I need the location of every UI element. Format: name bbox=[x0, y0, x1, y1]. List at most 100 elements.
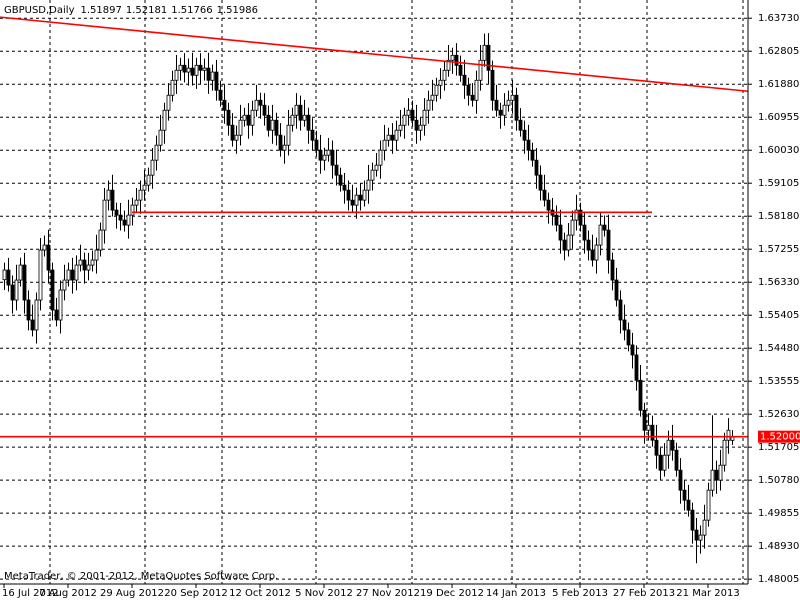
candle-body bbox=[214, 71, 219, 91]
candle-body bbox=[226, 109, 231, 126]
plot-layer bbox=[0, 16, 748, 580]
candle-body bbox=[706, 489, 711, 521]
x-tick-label: 29 Aug 2012 bbox=[100, 588, 164, 599]
candle-body bbox=[394, 129, 399, 141]
candle-body bbox=[18, 264, 23, 281]
candle-body bbox=[686, 499, 691, 511]
candle-body bbox=[410, 109, 415, 121]
candle-body bbox=[574, 209, 579, 221]
candle-body bbox=[286, 124, 291, 146]
candle-body bbox=[642, 409, 647, 431]
candle-body bbox=[426, 99, 431, 111]
candle-body bbox=[490, 69, 495, 101]
candle-body bbox=[98, 229, 103, 251]
x-tick-label: 27 Feb 2013 bbox=[613, 588, 675, 599]
price-label: 1.52000 bbox=[760, 432, 800, 443]
candle-body bbox=[558, 224, 563, 241]
candle-body bbox=[618, 299, 623, 321]
last-close: 1.51986 bbox=[217, 5, 258, 16]
candle-body bbox=[654, 439, 659, 456]
candle-body bbox=[390, 134, 395, 141]
last-high: 1.52181 bbox=[126, 5, 167, 16]
candle-body bbox=[542, 189, 547, 201]
candle-body bbox=[306, 114, 311, 131]
candle-body bbox=[474, 79, 479, 101]
candle-body bbox=[414, 119, 419, 131]
candle-body bbox=[218, 89, 223, 101]
candle-body bbox=[26, 299, 31, 321]
watermark: MetaTrader, © 2001-2012, MetaQuotes Soft… bbox=[4, 571, 278, 582]
y-tick-label: 1.58180 bbox=[758, 211, 799, 222]
candle-body bbox=[702, 519, 707, 536]
y-tick-label: 1.50780 bbox=[758, 475, 799, 486]
candle-body bbox=[182, 64, 187, 73]
candle-body bbox=[142, 184, 147, 191]
y-tick-label: 1.55405 bbox=[758, 310, 799, 321]
candle-body bbox=[458, 64, 463, 76]
candle-body bbox=[238, 119, 243, 136]
candle-body bbox=[310, 129, 315, 141]
candle-body bbox=[462, 74, 467, 86]
candle-body bbox=[358, 194, 363, 201]
candle-body bbox=[590, 249, 595, 261]
candle-body bbox=[470, 94, 475, 101]
candle-body bbox=[14, 279, 19, 301]
candle-body bbox=[114, 209, 119, 216]
candle-body bbox=[202, 67, 207, 71]
candle-body bbox=[326, 149, 331, 156]
candle-body bbox=[566, 234, 571, 251]
candle-body bbox=[650, 424, 655, 441]
candle-body bbox=[562, 239, 567, 251]
candle-body bbox=[82, 259, 87, 271]
candle-body bbox=[578, 209, 583, 226]
candle-body bbox=[586, 239, 591, 251]
candle-body bbox=[102, 199, 107, 231]
candle-body bbox=[90, 259, 95, 266]
candle-body bbox=[498, 109, 503, 116]
candle-body bbox=[70, 269, 75, 281]
candle-body bbox=[658, 454, 663, 471]
candle-body bbox=[190, 67, 195, 76]
candle-body bbox=[482, 44, 487, 61]
candle-body bbox=[210, 71, 215, 81]
candle-body bbox=[342, 184, 347, 191]
candle-body bbox=[398, 124, 403, 131]
candle-body bbox=[162, 109, 167, 131]
y-tick-label: 1.59105 bbox=[758, 178, 799, 189]
candle-body bbox=[122, 219, 127, 226]
symbol: GBPUSD,Daily bbox=[4, 5, 75, 16]
price-label-box bbox=[758, 430, 800, 443]
candle-body bbox=[222, 99, 227, 111]
candle-body bbox=[494, 99, 499, 111]
x-tick-label: 21 Mar 2013 bbox=[676, 588, 739, 599]
candle-body bbox=[54, 309, 59, 321]
candle-body bbox=[626, 329, 631, 346]
candle-body bbox=[730, 436, 735, 441]
candle-body bbox=[446, 59, 451, 71]
candle-body bbox=[346, 189, 351, 201]
candle-body bbox=[174, 69, 179, 81]
candle-body bbox=[506, 99, 511, 106]
candle-body bbox=[514, 94, 519, 121]
candle-body bbox=[150, 159, 155, 176]
candle-body bbox=[622, 319, 627, 331]
candle-body bbox=[502, 104, 507, 116]
x-tick-label: 5 Nov 2012 bbox=[295, 588, 353, 599]
y-tick-label: 1.63730 bbox=[758, 13, 799, 24]
candle-body bbox=[194, 64, 199, 76]
candle-body bbox=[106, 189, 111, 201]
candle-body bbox=[134, 199, 139, 206]
header: GBPUSD,Daily 1.51897 1.52181 1.51766 1.51986 bbox=[4, 5, 258, 16]
candle-body bbox=[234, 134, 239, 141]
candle-body bbox=[66, 269, 71, 281]
candle-body bbox=[438, 79, 443, 86]
last-open: 1.51897 bbox=[81, 5, 122, 16]
candle-body bbox=[198, 64, 203, 71]
last-low: 1.51766 bbox=[171, 5, 212, 16]
candle-body bbox=[242, 114, 247, 121]
x-tick-label: 7 Aug 2012 bbox=[39, 588, 97, 599]
candle-body bbox=[30, 319, 35, 331]
candle-body bbox=[170, 79, 175, 96]
candle-body bbox=[630, 344, 635, 356]
